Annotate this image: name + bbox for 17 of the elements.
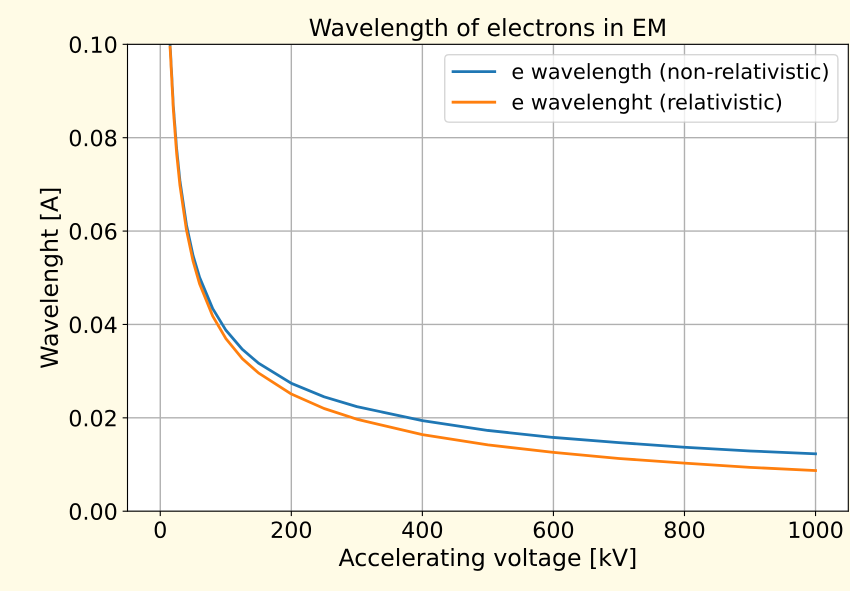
y-tick-label: 0.08 bbox=[70, 130, 116, 146]
x-tick-label: 1000 bbox=[790, 521, 842, 538]
y-tick-label: 0.04 bbox=[70, 316, 117, 334]
x-tick-label: 200 bbox=[272, 521, 312, 538]
y-tick-label: 0.10 bbox=[70, 36, 116, 54]
y-tick-label: 0.02 bbox=[70, 410, 116, 427]
x-tick-label: 400 bbox=[402, 521, 442, 538]
x-tick-label: 600 bbox=[534, 521, 574, 538]
legend-label: e wavelenght (relativistic) bbox=[512, 94, 782, 114]
chart-title: Wavelength of electrons in EM bbox=[309, 18, 665, 41]
y-axis-title: Wavelenght [A] bbox=[40, 188, 63, 368]
y-tick-label: 0.06 bbox=[70, 223, 116, 240]
x-axis-title: Accelerating voltage [kV] bbox=[338, 548, 636, 571]
y-tick-label: 0.00 bbox=[70, 503, 116, 520]
x-tick-label: 0 bbox=[154, 521, 166, 538]
legend-label: e wavelength (non-relativistic) bbox=[512, 63, 828, 84]
x-tick-label: 800 bbox=[664, 521, 704, 538]
